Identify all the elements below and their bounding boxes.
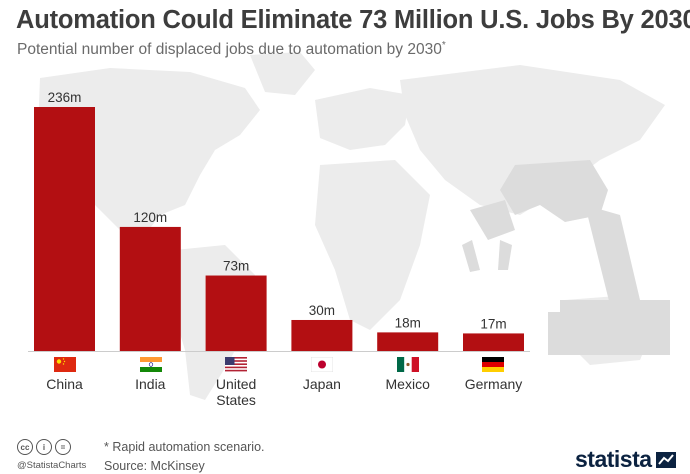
category-label: United States	[216, 376, 256, 408]
chart-subtitle: Potential number of displaced jobs due t…	[17, 40, 446, 59]
africa-shape	[315, 160, 430, 330]
asia-shape	[400, 65, 665, 215]
china-flag-icon	[54, 357, 76, 372]
value-label: 120m	[133, 210, 167, 225]
value-label: 236m	[48, 90, 82, 105]
category-label: Mexico	[386, 376, 431, 392]
value-label: 73m	[223, 259, 249, 274]
bar-japan[interactable]	[291, 319, 353, 351]
mexico-flag-icon	[397, 357, 419, 372]
subtitle-text: Potential number of displaced jobs due t…	[17, 41, 442, 59]
europe-shape	[315, 88, 410, 150]
license-icons: cc i =	[17, 439, 71, 455]
bar-china[interactable]	[34, 107, 95, 351]
source-note: Source: McKinsey	[104, 459, 205, 473]
bar-united-states[interactable]	[205, 275, 267, 351]
no-derivatives-icon[interactable]: =	[55, 439, 71, 455]
greenland-shape	[250, 52, 315, 95]
footnote: * Rapid automation scenario.	[104, 440, 265, 454]
twitter-handle[interactable]: @StatistaCharts	[17, 460, 87, 471]
creative-commons-icon[interactable]: cc	[17, 439, 33, 455]
robot-arm-illustration	[462, 160, 670, 355]
category-label: India	[135, 376, 166, 392]
india-flag-icon	[140, 357, 162, 372]
category-label: Japan	[303, 376, 341, 392]
value-label: 30m	[309, 303, 335, 318]
us-flag-icon	[225, 357, 247, 372]
value-label: 18m	[395, 315, 421, 330]
value-label: 17m	[480, 316, 506, 331]
attribution-icon[interactable]: i	[36, 439, 52, 455]
subtitle-footnote-mark: *	[441, 40, 446, 51]
germany-flag-icon	[482, 357, 504, 372]
category-label: Germany	[465, 376, 523, 392]
bar-india[interactable]	[119, 226, 181, 351]
bar-mexico[interactable]	[377, 332, 439, 351]
bar-germany[interactable]	[463, 333, 524, 351]
category-label: China	[46, 376, 83, 392]
japan-flag-icon	[311, 357, 333, 372]
chart-title: Automation Could Eliminate 73 Million U.…	[16, 6, 690, 34]
statista-logo-icon	[656, 452, 676, 468]
statista-logo[interactable]: statista	[575, 446, 652, 472]
